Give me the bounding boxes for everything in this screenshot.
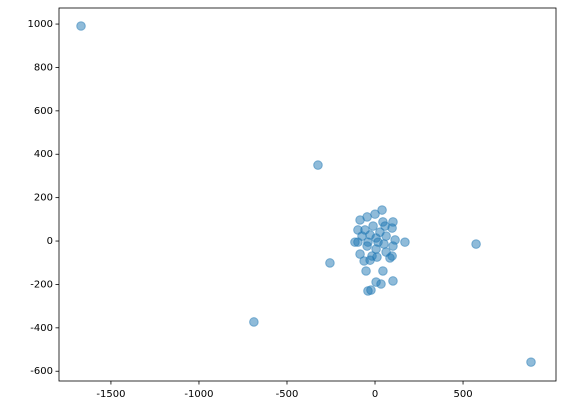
plot-frame: [58, 7, 557, 382]
x-tick-label: -500: [276, 389, 299, 400]
point: [365, 255, 375, 265]
y-tick-label: 400: [34, 149, 53, 160]
point: [366, 285, 376, 295]
x-tick-label: 500: [453, 389, 472, 400]
point: [378, 266, 388, 276]
point: [361, 266, 371, 276]
point: [355, 249, 365, 259]
point: [368, 221, 378, 231]
y-tick-label: 200: [34, 193, 53, 204]
point: [385, 253, 395, 263]
point: [325, 258, 335, 268]
point: [350, 237, 360, 247]
point: [379, 239, 389, 249]
point: [370, 209, 380, 219]
point: [381, 231, 391, 241]
point: [377, 205, 387, 215]
y-tick-label: 1000: [28, 19, 53, 30]
x-tick-label: -1000: [184, 389, 213, 400]
point: [388, 276, 398, 286]
point: [355, 215, 365, 225]
y-tick-label: -200: [30, 279, 53, 290]
y-tick-label: 800: [34, 62, 53, 73]
point: [388, 241, 398, 251]
point: [313, 160, 323, 170]
y-tick-label: -400: [30, 323, 53, 334]
point: [471, 239, 481, 249]
x-tick-label: -1500: [96, 389, 125, 400]
point: [76, 21, 86, 31]
y-tick-label: 0: [47, 236, 53, 247]
y-tick-label: -600: [30, 366, 53, 377]
point: [362, 241, 372, 251]
x-tick-label: 0: [372, 389, 378, 400]
point: [376, 279, 386, 289]
point: [400, 237, 410, 247]
point: [387, 223, 397, 233]
y-tick-label: 600: [34, 106, 53, 117]
point: [249, 317, 259, 327]
point: [526, 357, 536, 367]
